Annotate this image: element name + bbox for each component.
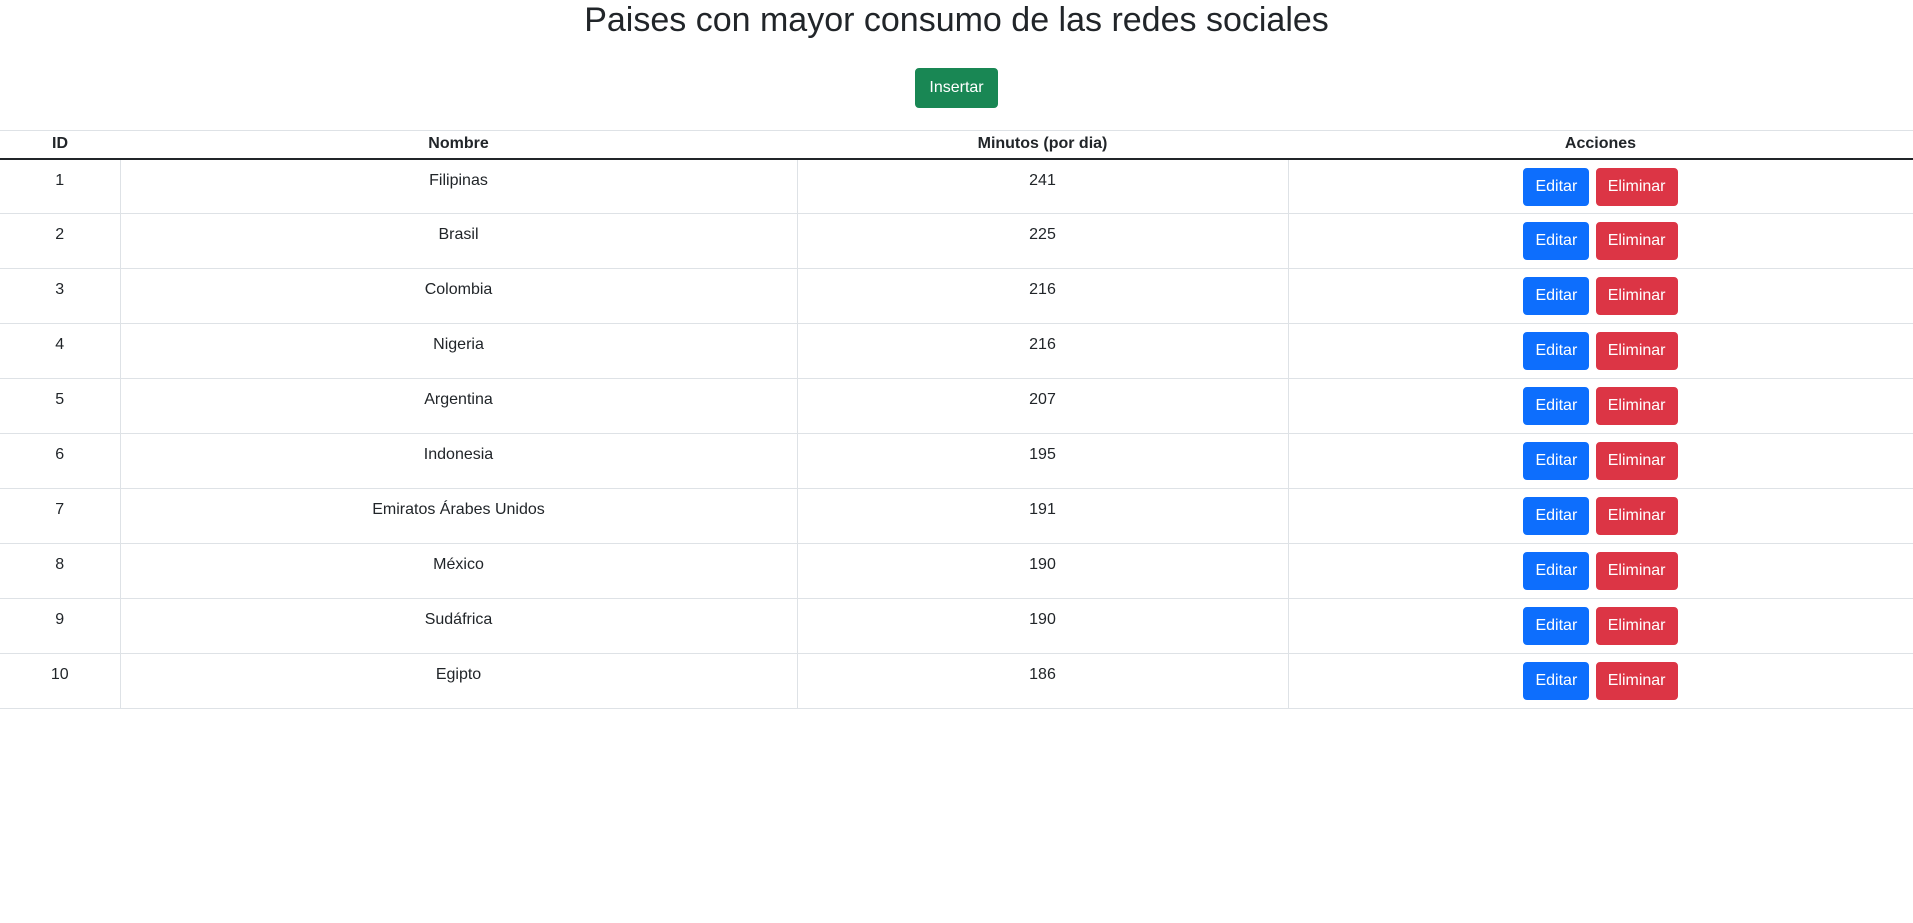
cell-id: 4 [0,323,121,379]
cell-nombre: Sudáfrica [120,598,798,654]
cell-minutos: 186 [797,653,1289,709]
cell-actions: Editar Eliminar [1288,378,1913,434]
cell-nombre: Nigeria [120,323,798,379]
countries-table: ID Nombre Minutos (por dia) Acciones 1 F… [0,130,1913,709]
edit-button[interactable]: Editar [1523,497,1590,535]
edit-button[interactable]: Editar [1523,442,1590,480]
edit-button[interactable]: Editar [1523,607,1590,645]
header-id: ID [0,130,120,160]
cell-id: 5 [0,378,121,434]
delete-button[interactable]: Eliminar [1595,607,1678,645]
cell-actions: Editar Eliminar [1288,323,1913,379]
cell-nombre: Brasil [120,213,798,269]
table-body: 1 Filipinas 241 Editar Eliminar 2 Brasil… [0,158,1913,709]
table-row: 8 México 190 Editar Eliminar [0,543,1913,599]
cell-minutos: 216 [797,323,1289,379]
edit-button[interactable]: Editar [1523,387,1590,425]
delete-button[interactable]: Eliminar [1595,387,1678,425]
cell-nombre: Filipinas [120,158,798,214]
cell-id: 3 [0,268,121,324]
edit-button[interactable]: Editar [1523,277,1590,315]
countries-table-wrapper: ID Nombre Minutos (por dia) Acciones 1 F… [0,130,1913,709]
table-row: 9 Sudáfrica 190 Editar Eliminar [0,598,1913,654]
cell-minutos: 190 [797,543,1289,599]
delete-button[interactable]: Eliminar [1595,222,1678,260]
edit-button[interactable]: Editar [1523,552,1590,590]
cell-minutos: 190 [797,598,1289,654]
table-row: 10 Egipto 186 Editar Eliminar [0,653,1913,709]
delete-button[interactable]: Eliminar [1595,442,1678,480]
cell-actions: Editar Eliminar [1288,653,1913,709]
cell-id: 6 [0,433,121,489]
cell-minutos: 216 [797,268,1289,324]
cell-actions: Editar Eliminar [1288,268,1913,324]
delete-button[interactable]: Eliminar [1595,167,1678,206]
cell-minutos: 207 [797,378,1289,434]
edit-button[interactable]: Editar [1523,662,1590,700]
cell-id: 1 [0,158,121,214]
table-row: 1 Filipinas 241 Editar Eliminar [0,158,1913,214]
table-row: 3 Colombia 216 Editar Eliminar [0,268,1913,324]
cell-actions: Editar Eliminar [1288,433,1913,489]
table-row: 6 Indonesia 195 Editar Eliminar [0,433,1913,489]
cell-actions: Editar Eliminar [1288,158,1913,214]
cell-actions: Editar Eliminar [1288,213,1913,269]
table-row: 5 Argentina 207 Editar Eliminar [0,378,1913,434]
cell-nombre: Egipto [120,653,798,709]
cell-id: 2 [0,213,121,269]
page-title: Paises con mayor consumo de las redes so… [584,1,1329,39]
cell-nombre: Argentina [120,378,798,434]
delete-button[interactable]: Eliminar [1595,497,1678,535]
delete-button[interactable]: Eliminar [1595,662,1678,700]
edit-button[interactable]: Editar [1523,332,1590,370]
table-header-row: ID Nombre Minutos (por dia) Acciones [0,130,1913,160]
header-acciones: Acciones [1288,130,1913,160]
edit-button[interactable]: Editar [1523,222,1590,260]
cell-minutos: 225 [797,213,1289,269]
cell-nombre: Colombia [120,268,798,324]
edit-button[interactable]: Editar [1523,167,1590,206]
table-row: 7 Emiratos Árabes Unidos 191 Editar Elim… [0,488,1913,544]
cell-actions: Editar Eliminar [1288,543,1913,599]
cell-minutos: 241 [797,158,1289,214]
cell-actions: Editar Eliminar [1288,488,1913,544]
header-nombre: Nombre [120,130,797,160]
cell-id: 7 [0,488,121,544]
cell-nombre: Indonesia [120,433,798,489]
cell-nombre: Emiratos Árabes Unidos [120,488,798,544]
table-row: 2 Brasil 225 Editar Eliminar [0,213,1913,269]
header-minutos: Minutos (por dia) [797,130,1288,160]
cell-nombre: México [120,543,798,599]
cell-id: 10 [0,653,121,709]
insert-button[interactable]: Insertar [915,68,998,108]
cell-minutos: 191 [797,488,1289,544]
cell-id: 9 [0,598,121,654]
toolbar: Insertar [0,68,1913,108]
delete-button[interactable]: Eliminar [1595,552,1678,590]
delete-button[interactable]: Eliminar [1595,277,1678,315]
delete-button[interactable]: Eliminar [1595,332,1678,370]
table-row: 4 Nigeria 216 Editar Eliminar [0,323,1913,379]
cell-actions: Editar Eliminar [1288,598,1913,654]
cell-minutos: 195 [797,433,1289,489]
cell-id: 8 [0,543,121,599]
